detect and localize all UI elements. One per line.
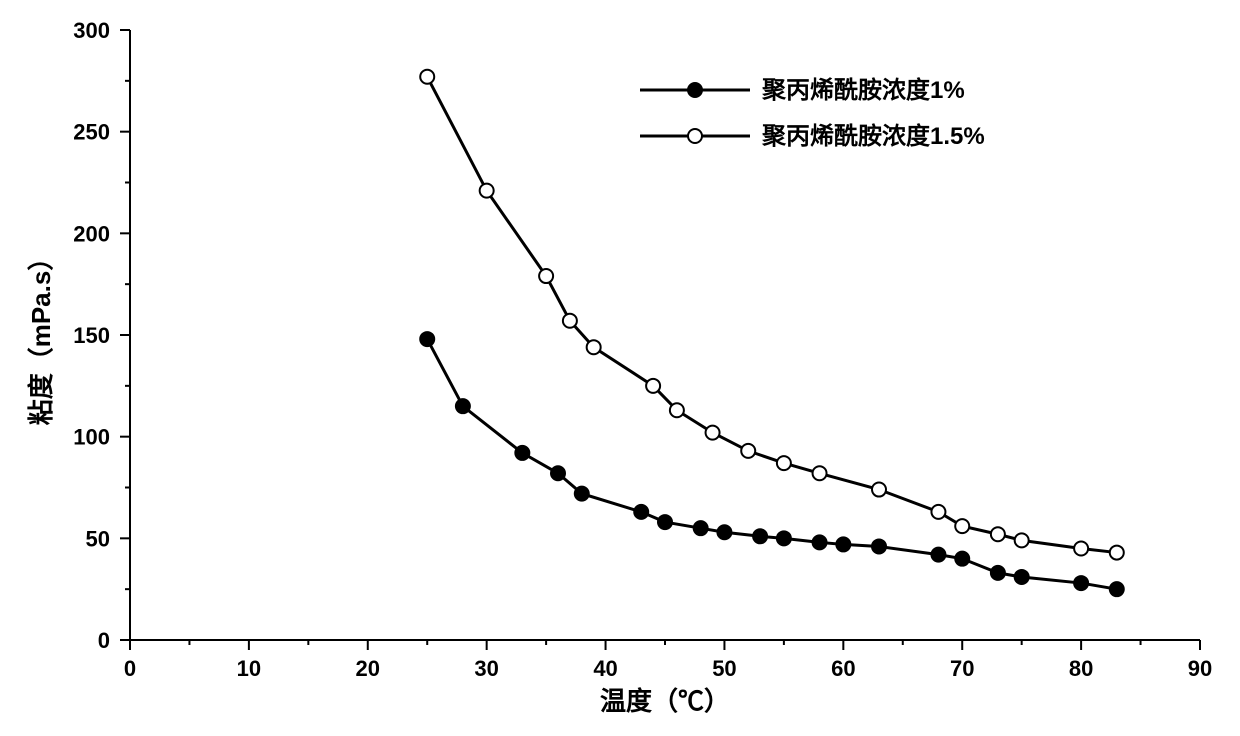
x-tick-label: 60 — [831, 656, 855, 681]
x-tick-label: 80 — [1069, 656, 1093, 681]
data-point — [1015, 570, 1029, 584]
x-tick-label: 70 — [950, 656, 974, 681]
y-tick-label: 300 — [73, 18, 110, 43]
data-point — [420, 70, 434, 84]
data-point — [717, 525, 731, 539]
data-point — [872, 483, 886, 497]
data-point — [991, 566, 1005, 580]
legend-label: 聚丙烯酰胺浓度1% — [761, 76, 965, 104]
x-tick-label: 0 — [124, 656, 136, 681]
y-tick-label: 100 — [73, 425, 110, 450]
viscosity-temperature-chart: 0 10 20 30 40 50 60 70 80 90 0 50 100 150 200 250 300 温度（… — [0, 0, 1240, 736]
data-point — [575, 487, 589, 501]
data-point — [931, 505, 945, 519]
data-point — [872, 539, 886, 553]
data-point — [753, 529, 767, 543]
x-tick-label: 10 — [237, 656, 261, 681]
data-point — [515, 446, 529, 460]
x-tick-label: 40 — [593, 656, 617, 681]
data-point — [1074, 576, 1088, 590]
data-point — [539, 269, 553, 283]
x-tick-label: 50 — [712, 656, 736, 681]
data-point — [634, 505, 648, 519]
data-point — [813, 466, 827, 480]
data-point — [931, 548, 945, 562]
x-axis-label: 温度（℃） — [600, 686, 730, 716]
x-tick-label: 30 — [474, 656, 498, 681]
data-point — [420, 332, 434, 346]
data-point — [955, 552, 969, 566]
y-tick-label: 250 — [73, 120, 110, 145]
data-point — [777, 456, 791, 470]
data-point — [670, 403, 684, 417]
data-point — [991, 527, 1005, 541]
data-point — [741, 444, 755, 458]
legend-swatch-marker — [688, 83, 702, 97]
y-tick-label: 150 — [73, 323, 110, 348]
data-point — [563, 314, 577, 328]
data-point — [646, 379, 660, 393]
data-point — [706, 426, 720, 440]
x-tick-label: 20 — [356, 656, 380, 681]
x-tick-label: 90 — [1188, 656, 1212, 681]
data-point — [813, 535, 827, 549]
data-point — [1110, 582, 1124, 596]
legend-label: 聚丙烯酰胺浓度1.5% — [761, 122, 985, 150]
data-point — [1015, 533, 1029, 547]
data-point — [836, 537, 850, 551]
data-point — [777, 531, 791, 545]
y-tick-label: 50 — [86, 526, 110, 551]
plot-background — [0, 0, 1240, 736]
data-point — [1074, 542, 1088, 556]
y-tick-label: 0 — [98, 628, 110, 653]
data-point — [694, 521, 708, 535]
data-point — [551, 466, 565, 480]
data-point — [587, 340, 601, 354]
data-point — [456, 399, 470, 413]
y-tick-label: 200 — [73, 221, 110, 246]
chart-container: 0 10 20 30 40 50 60 70 80 90 0 50 100 150 200 250 300 温度（… — [0, 0, 1240, 736]
data-point — [658, 515, 672, 529]
y-axis-label: 粘度（mPa.s） — [26, 245, 56, 426]
data-point — [955, 519, 969, 533]
legend-swatch-marker — [688, 129, 702, 143]
data-point — [1110, 546, 1124, 560]
data-point — [480, 184, 494, 198]
